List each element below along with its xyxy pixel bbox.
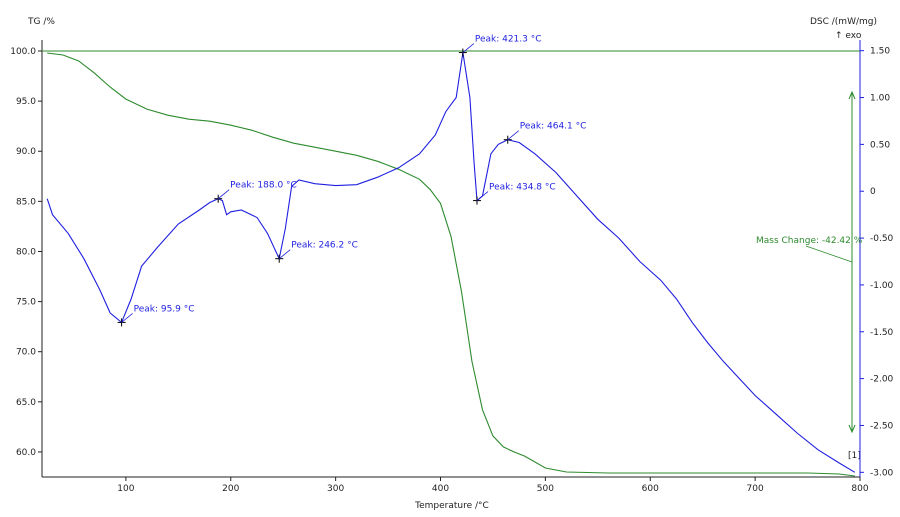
peak-label: Peak: 464.1 °C (520, 122, 587, 132)
y-right-tick-label: 1.50 (870, 47, 890, 57)
x-axis-title: Temperature /°C (414, 501, 489, 511)
y-left-tick-label: 60.0 (16, 448, 36, 458)
y-left-tick-label: 90.0 (16, 147, 36, 157)
x-tick-label: 100 (117, 484, 134, 494)
y-left-tick-label: 85.0 (16, 197, 36, 207)
x-tick-label: 500 (537, 484, 554, 494)
curve-id-label: [1] (848, 451, 861, 461)
y-left-tick-label: 75.0 (16, 298, 36, 308)
y-right-tick-label: 0.50 (870, 140, 890, 150)
x-tick-label: 400 (432, 484, 449, 494)
y-right-tick-label: -0.50 (870, 234, 894, 244)
y-right-tick-label: -2.00 (870, 375, 894, 385)
peak-label: Peak: 434.8 °C (489, 183, 556, 193)
y-left-tick-label: 95.0 (16, 97, 36, 107)
peak-leader (121, 313, 133, 323)
y-left-tick-label: 100.0 (10, 47, 36, 57)
y-left-axis-title: TG /% (27, 17, 55, 27)
y-right-tick-label: 1.00 (870, 94, 890, 104)
y-left-tick-label: 70.0 (16, 348, 36, 358)
y-right-tick-label: -2.50 (870, 421, 894, 431)
y-right-tick-label: -1.50 (870, 328, 894, 338)
mass-change-leader (805, 245, 853, 263)
peak-label: Peak: 188.0 °C (230, 181, 297, 191)
peak-leader (476, 191, 489, 201)
x-tick-label: 200 (222, 484, 239, 494)
mass-change-label: Mass Change: -42.42 % (756, 236, 863, 246)
y-right-tick-label: -1.00 (870, 281, 894, 291)
y-right-tick-label: 0 (870, 187, 876, 197)
peak-label: Peak: 421.3 °C (475, 35, 542, 45)
y-right-axis-title: DSC /(mW/mg) (810, 17, 877, 27)
mass-change-indicator: Mass Change: -42.42 % (756, 90, 863, 434)
peak-leader (462, 43, 475, 53)
mass-change-arrowhead-bottom (848, 424, 856, 434)
y-left-tick-label: 80.0 (16, 247, 36, 257)
series-layer (46, 52, 856, 477)
peak-leader (507, 130, 519, 141)
annotations-layer: Peak: 95.9 °C Peak: 188.0 °C Peak: 246.2 °… (117, 35, 587, 327)
peak-label: Peak: 95.9 °C (134, 304, 195, 314)
y-left-tick-label: 65.0 (16, 398, 36, 408)
x-tick-label: 700 (747, 484, 764, 494)
x-tick-label: 600 (642, 484, 659, 494)
tg-curve (47, 52, 855, 477)
dsc-curve (46, 52, 856, 473)
peak-label: Peak: 246.2 °C (291, 241, 358, 251)
mass-change-arrowhead-top (848, 90, 856, 100)
axes: 100 200 300 400 500 600 700 800 60.0 65.0 70.0 75.0… (10, 40, 894, 494)
x-tick-label: 800 (851, 484, 868, 494)
x-tick-label: 300 (327, 484, 344, 494)
peak-leader (278, 249, 291, 259)
y-right-tick-label: -3.00 (870, 468, 894, 478)
exo-direction-label: ↑ exo (835, 31, 862, 41)
peak-leader (217, 189, 230, 200)
